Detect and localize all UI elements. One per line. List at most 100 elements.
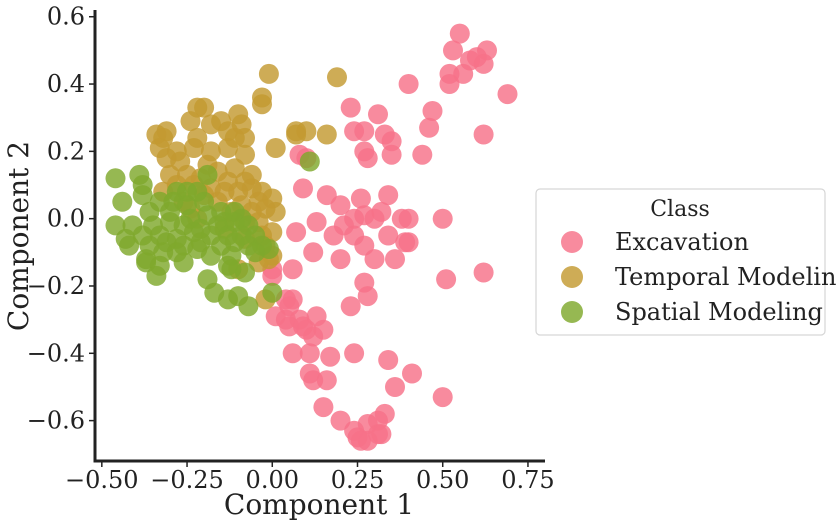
data-point	[412, 144, 433, 165]
data-point	[350, 430, 371, 451]
data-point	[262, 265, 283, 286]
data-point	[443, 40, 463, 61]
y-tick-label: −0.4	[27, 339, 85, 367]
data-point	[381, 144, 402, 165]
data-point	[316, 185, 337, 206]
x-tick-label: −0.50	[65, 466, 139, 494]
data-point	[453, 63, 474, 84]
data-point	[344, 343, 365, 364]
data-point	[258, 239, 279, 259]
data-point	[323, 225, 344, 246]
y-tick-label: 0.6	[47, 3, 85, 31]
data-point	[357, 148, 378, 169]
data-point	[320, 346, 341, 367]
data-point	[378, 350, 399, 370]
data-point	[374, 403, 395, 424]
data-point	[119, 235, 140, 256]
data-point	[194, 97, 215, 118]
data-point	[299, 151, 320, 172]
data-point	[473, 124, 494, 145]
data-point	[364, 208, 385, 229]
data-point	[364, 249, 385, 270]
legend: Class Excavation Temporal Modeling Spatial…	[535, 188, 837, 336]
data-point	[385, 249, 405, 270]
points-layer	[105, 23, 518, 451]
data-point	[330, 249, 351, 270]
data-point	[282, 259, 303, 280]
data-point	[473, 262, 494, 283]
y-axis-label: Component 2	[2, 141, 35, 331]
series-3	[105, 151, 320, 317]
data-point	[398, 232, 419, 253]
data-point	[350, 188, 371, 209]
data-point	[299, 343, 320, 364]
data-point	[432, 208, 453, 229]
data-point	[279, 316, 300, 337]
y-tick-label: −0.2	[27, 272, 85, 300]
data-point	[200, 114, 221, 135]
data-point	[385, 377, 405, 397]
data-point	[316, 370, 337, 391]
data-point	[357, 286, 378, 307]
data-point	[132, 185, 153, 206]
data-point	[378, 225, 399, 246]
data-point	[252, 94, 272, 115]
data-point	[221, 259, 242, 280]
data-point	[173, 252, 194, 273]
data-point	[371, 424, 392, 445]
y-tick-label: −0.6	[27, 407, 85, 435]
data-point	[286, 222, 307, 243]
data-point	[303, 242, 324, 263]
legend-label: Spatial Modeling	[615, 298, 823, 326]
data-point	[146, 265, 167, 286]
data-point	[262, 282, 283, 303]
data-point	[449, 23, 470, 44]
data-point	[439, 74, 460, 94]
data-point	[497, 84, 518, 105]
y-tick-label: 0.0	[47, 205, 85, 233]
y-tick-label: 0.4	[47, 70, 85, 98]
data-point	[296, 121, 317, 142]
data-point	[436, 269, 457, 290]
data-point	[327, 67, 347, 88]
legend-marker	[561, 231, 583, 253]
x-tick-label: 0.50	[416, 466, 469, 494]
x-tick-label: −0.25	[150, 466, 224, 494]
data-point	[306, 212, 327, 232]
data-point	[419, 117, 440, 138]
data-point	[258, 63, 279, 84]
data-point	[265, 201, 286, 222]
legend-label: Excavation	[615, 228, 749, 256]
data-point	[235, 127, 255, 148]
x-tick-label: 0.00	[246, 466, 299, 494]
data-point	[422, 101, 443, 121]
series-1	[262, 23, 518, 451]
data-point	[197, 164, 218, 185]
data-point	[218, 138, 238, 158]
x-tick-label: 0.25	[331, 466, 384, 494]
data-point	[200, 245, 221, 266]
data-point	[238, 296, 259, 317]
legend-items: Excavation Temporal Modeling Spatial Model…	[561, 228, 837, 326]
x-axis-label: Component 1	[224, 488, 414, 521]
data-point	[306, 306, 327, 327]
data-point	[180, 111, 201, 132]
legend-marker	[561, 301, 583, 323]
data-point	[368, 104, 388, 125]
data-point	[265, 138, 286, 158]
legend-marker	[561, 266, 583, 288]
data-point	[398, 74, 419, 94]
data-point	[282, 343, 303, 364]
data-point	[354, 121, 375, 142]
data-point	[340, 296, 361, 317]
data-point	[402, 363, 422, 384]
data-point	[183, 138, 204, 158]
data-point	[378, 185, 399, 206]
y-tick-label: 0.2	[47, 137, 85, 165]
data-point	[313, 397, 334, 418]
axes: −0.50 −0.25 0.00 0.25 0.50 0.75 −0.6 −0.4 −0.2 0.…	[27, 3, 555, 494]
data-point	[293, 178, 313, 199]
x-tick-label: 0.75	[501, 466, 554, 494]
data-point	[432, 387, 453, 408]
